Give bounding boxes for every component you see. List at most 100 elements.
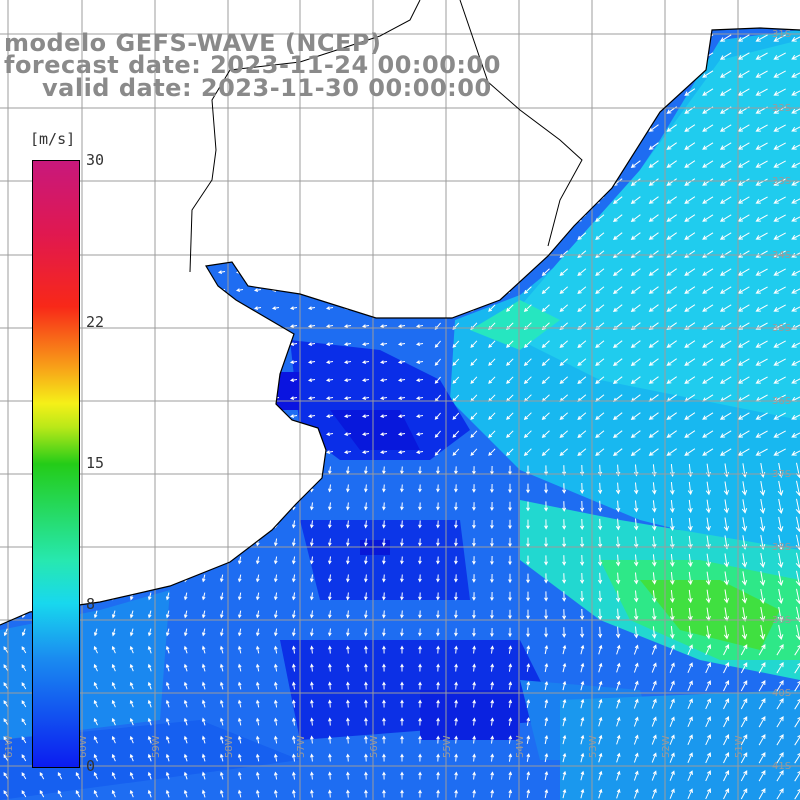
wind-arrow — [235, 306, 244, 310]
wind-arrow — [237, 628, 242, 637]
wind-arrow — [705, 770, 711, 782]
wind-arrow — [219, 19, 225, 22]
wind-arrow — [666, 196, 677, 204]
wind-arrow — [651, 662, 657, 673]
wind-arrow — [19, 324, 28, 328]
wind-arrow — [289, 270, 298, 274]
wind-arrow — [235, 414, 244, 418]
wind-arrow — [307, 126, 316, 130]
wind-arrow — [612, 412, 623, 420]
wind-arrow — [705, 553, 711, 568]
wind-arrow — [755, 340, 768, 348]
wind-arrow — [612, 160, 623, 168]
wind-arrow — [454, 574, 458, 583]
wind-arrow — [577, 286, 587, 294]
wind-arrow — [235, 162, 244, 166]
wind-arrow — [490, 483, 494, 494]
wind-arrow — [719, 160, 732, 168]
wind-arrow — [506, 250, 514, 258]
wind-arrow — [669, 770, 675, 781]
wind-arrow — [147, 645, 152, 654]
wind-arrow — [687, 589, 693, 604]
wind-arrow — [21, 700, 27, 708]
wind-arrow — [199, 324, 208, 328]
title-forecast-date: forecast date: 2023-11-24 00:00:00 — [4, 51, 501, 79]
wind-arrow — [111, 466, 116, 475]
wind-arrow — [21, 754, 27, 762]
wind-arrow — [791, 106, 800, 114]
wind-arrow — [687, 499, 693, 514]
wind-arrow — [346, 681, 350, 690]
wind-arrow — [307, 216, 316, 220]
wind-arrow — [343, 288, 352, 292]
wind-arrow — [506, 178, 514, 186]
wind-arrow — [598, 788, 603, 799]
wind-arrow — [454, 628, 458, 637]
wind-arrow — [309, 502, 314, 511]
wind-arrow — [488, 340, 496, 348]
wind-arrow — [541, 232, 550, 241]
wind-arrow — [436, 502, 440, 511]
wind-arrow — [201, 753, 206, 762]
wind-arrow — [562, 627, 567, 638]
wind-arrow — [253, 342, 262, 346]
wind-arrow — [127, 414, 136, 418]
wind-arrow — [199, 126, 208, 130]
wind-arrow — [472, 520, 476, 529]
wind-arrow — [598, 662, 603, 673]
wind-arrow — [415, 234, 424, 238]
wind-arrow — [129, 771, 134, 780]
wind-arrow — [147, 771, 152, 780]
wind-arrow — [93, 484, 98, 493]
wind-arrow — [21, 718, 27, 726]
wind-arrow — [147, 717, 152, 726]
wind-arrow — [684, 160, 696, 168]
wind-arrow — [541, 286, 550, 295]
wind-arrow — [382, 663, 386, 672]
wind-arrow — [19, 414, 28, 418]
wind-arrow — [91, 396, 100, 400]
wind-arrow — [289, 216, 298, 220]
wind-arrow — [723, 517, 730, 532]
colorbar-tick-label: 22 — [86, 312, 105, 331]
wind-arrow — [163, 306, 172, 310]
wind-arrow — [382, 556, 386, 565]
wind-arrow — [325, 126, 334, 130]
wind-arrow — [776, 716, 784, 728]
wind-arrow — [472, 556, 476, 565]
wind-arrow — [737, 88, 750, 96]
wind-arrow — [21, 664, 27, 672]
wind-arrow — [93, 574, 98, 583]
wind-arrow — [199, 378, 208, 382]
wind-arrow — [400, 735, 404, 744]
wind-arrow — [181, 324, 190, 328]
wind-arrow — [490, 717, 495, 726]
wind-arrow — [237, 556, 242, 565]
wind-arrow — [310, 681, 314, 690]
wind-arrow — [255, 628, 260, 637]
wind-arrow — [526, 681, 531, 690]
wind-arrow — [687, 535, 693, 550]
wind-arrow — [237, 574, 242, 583]
wind-arrow — [523, 430, 532, 439]
wind-arrow — [630, 412, 641, 420]
wind-arrow — [684, 448, 696, 456]
wind-arrow — [791, 34, 800, 42]
wind-arrow — [632, 17, 641, 24]
wind-arrow — [544, 698, 549, 709]
wind-arrow — [702, 304, 714, 312]
wind-arrow — [705, 499, 711, 514]
wind-arrow — [434, 376, 441, 384]
wind-arrow — [577, 34, 587, 42]
wind-arrow — [702, 286, 714, 294]
wind-arrow — [579, 626, 585, 639]
wind-arrow — [508, 537, 512, 548]
wind-arrow — [219, 538, 224, 547]
wind-arrow — [577, 196, 587, 204]
wind-arrow — [523, 88, 532, 97]
wind-arrow — [453, 17, 459, 23]
wind-arrow — [559, 124, 569, 132]
wind-arrow — [669, 788, 675, 799]
colorbar-tick-label: 8 — [86, 595, 96, 614]
wind-arrow — [219, 645, 224, 654]
